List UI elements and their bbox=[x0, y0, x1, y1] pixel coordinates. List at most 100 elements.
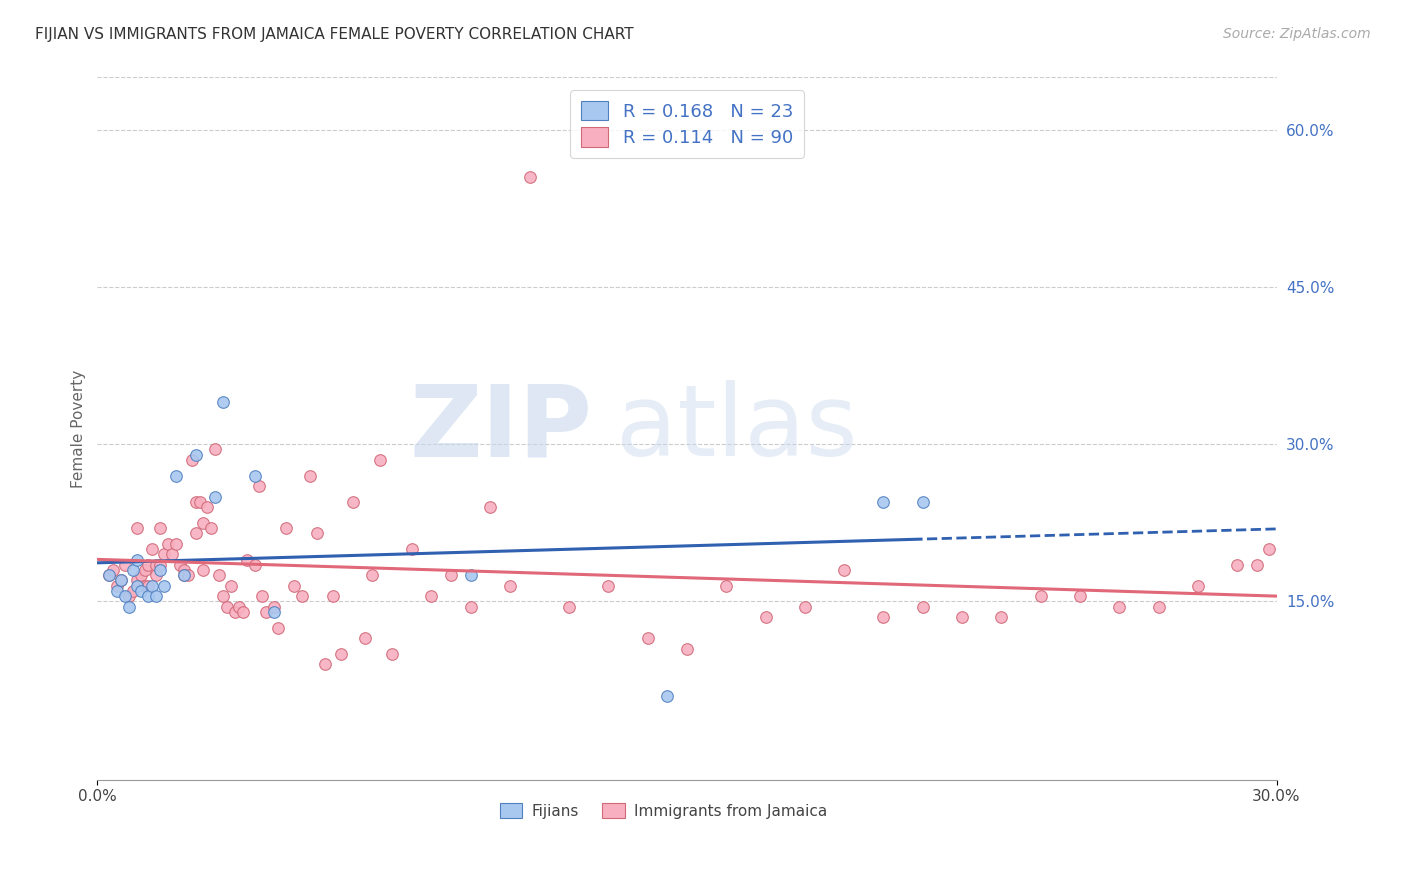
Y-axis label: Female Poverty: Female Poverty bbox=[72, 369, 86, 488]
Point bbox=[330, 647, 353, 661]
Point bbox=[307, 526, 329, 541]
Point bbox=[872, 610, 894, 624]
Point bbox=[361, 568, 384, 582]
Point bbox=[160, 547, 183, 561]
Point bbox=[125, 552, 148, 566]
Point bbox=[118, 589, 141, 603]
Point bbox=[950, 610, 973, 624]
Point bbox=[173, 568, 195, 582]
Point bbox=[1147, 599, 1170, 614]
Point bbox=[224, 605, 246, 619]
Point bbox=[121, 584, 143, 599]
Point bbox=[370, 453, 392, 467]
Point bbox=[872, 495, 894, 509]
Text: FIJIAN VS IMMIGRANTS FROM JAMAICA FEMALE POVERTY CORRELATION CHART: FIJIAN VS IMMIGRANTS FROM JAMAICA FEMALE… bbox=[35, 27, 634, 42]
Point bbox=[177, 568, 200, 582]
Text: ZIP: ZIP bbox=[409, 380, 592, 477]
Point bbox=[519, 169, 541, 184]
Point bbox=[263, 599, 285, 614]
Point bbox=[499, 579, 522, 593]
Point bbox=[114, 589, 136, 603]
Point bbox=[157, 537, 180, 551]
Point bbox=[381, 647, 404, 661]
Point bbox=[212, 395, 235, 409]
Point bbox=[165, 537, 187, 551]
Point bbox=[184, 526, 207, 541]
Point bbox=[1257, 542, 1279, 557]
Point bbox=[153, 547, 176, 561]
Point bbox=[173, 568, 195, 582]
Point bbox=[208, 568, 231, 582]
Point bbox=[101, 563, 124, 577]
Point bbox=[460, 599, 482, 614]
Point bbox=[322, 589, 344, 603]
Point bbox=[125, 521, 148, 535]
Point bbox=[145, 589, 167, 603]
Point bbox=[558, 599, 581, 614]
Point bbox=[141, 579, 163, 593]
Text: atlas: atlas bbox=[616, 380, 858, 477]
Point bbox=[105, 584, 128, 599]
Point bbox=[188, 495, 211, 509]
Point bbox=[180, 453, 202, 467]
Point bbox=[197, 500, 219, 515]
Point bbox=[219, 579, 242, 593]
Point bbox=[129, 584, 152, 599]
Point bbox=[145, 568, 167, 582]
Point bbox=[243, 468, 266, 483]
Point bbox=[138, 589, 160, 603]
Point bbox=[98, 568, 121, 582]
Point bbox=[145, 558, 167, 572]
Point bbox=[169, 558, 191, 572]
Point bbox=[232, 605, 254, 619]
Point bbox=[134, 579, 156, 593]
Point bbox=[212, 589, 235, 603]
Point bbox=[98, 568, 121, 582]
Point bbox=[141, 542, 163, 557]
Point bbox=[149, 563, 172, 577]
Legend: Fijians, Immigrants from Jamaica: Fijians, Immigrants from Jamaica bbox=[494, 797, 834, 824]
Point bbox=[1226, 558, 1249, 572]
Point bbox=[184, 448, 207, 462]
Point bbox=[254, 605, 277, 619]
Point bbox=[267, 621, 290, 635]
Point bbox=[173, 563, 195, 577]
Point bbox=[832, 563, 855, 577]
Point bbox=[153, 579, 176, 593]
Point bbox=[1029, 589, 1052, 603]
Point bbox=[1187, 579, 1209, 593]
Point bbox=[637, 631, 659, 645]
Point bbox=[990, 610, 1012, 624]
Point bbox=[125, 574, 148, 588]
Point bbox=[247, 479, 270, 493]
Point bbox=[314, 657, 336, 672]
Point bbox=[1069, 589, 1091, 603]
Text: Source: ZipAtlas.com: Source: ZipAtlas.com bbox=[1223, 27, 1371, 41]
Point bbox=[149, 521, 172, 535]
Point bbox=[204, 490, 226, 504]
Point bbox=[193, 516, 215, 530]
Point bbox=[184, 495, 207, 509]
Point bbox=[193, 563, 215, 577]
Point bbox=[138, 579, 160, 593]
Point bbox=[342, 495, 364, 509]
Point bbox=[134, 563, 156, 577]
Point bbox=[110, 574, 132, 588]
Point bbox=[138, 558, 160, 572]
Point bbox=[129, 568, 152, 582]
Point bbox=[252, 589, 274, 603]
Point bbox=[793, 599, 815, 614]
Point bbox=[110, 574, 132, 588]
Point bbox=[298, 468, 321, 483]
Point bbox=[215, 599, 238, 614]
Point bbox=[228, 599, 250, 614]
Point bbox=[911, 599, 934, 614]
Point bbox=[235, 552, 257, 566]
Point bbox=[657, 689, 679, 703]
Point bbox=[716, 579, 738, 593]
Point bbox=[460, 568, 482, 582]
Point bbox=[114, 558, 136, 572]
Point bbox=[1246, 558, 1268, 572]
Point bbox=[200, 521, 222, 535]
Point bbox=[440, 568, 463, 582]
